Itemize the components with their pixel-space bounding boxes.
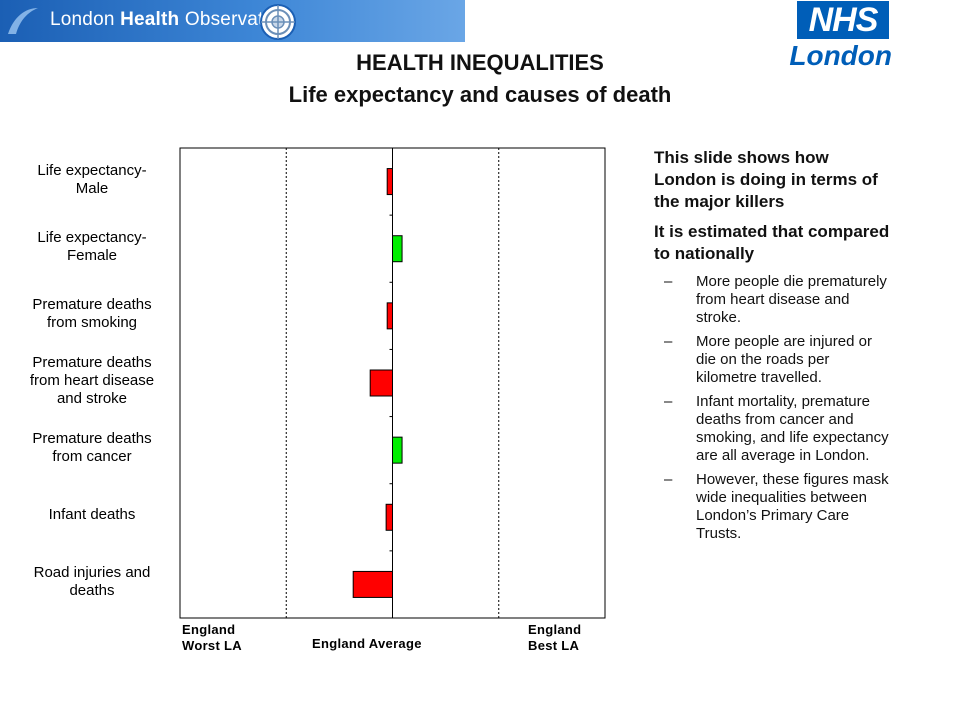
commentary-bullet: – More people die prematurely from heart … — [664, 273, 887, 326]
commentary-bullet: – More people are injured or die on the r… — [664, 333, 872, 386]
commentary-bullet-list: – More people die prematurely from heart … — [654, 273, 894, 543]
axis-label-average: England Average — [312, 636, 422, 651]
commentary-panel: This slide shows how London is doing in … — [654, 147, 894, 549]
category-label: Infant deaths — [48, 506, 136, 524]
observatory-banner: London Health Observatory — [0, 0, 465, 42]
category-label: Life expectancy- Female — [37, 228, 147, 264]
observatory-globe-icon — [260, 4, 296, 40]
commentary-lead-2: It is estimated that compared to nationa… — [654, 222, 890, 263]
category-label: Road injuries and deaths — [33, 564, 151, 600]
nhs-logo: NHS — [797, 1, 889, 39]
bar — [385, 503, 393, 531]
axis-label-best: England Best LA — [528, 622, 582, 653]
bar — [352, 570, 393, 598]
axis-label-worst: England Worst LA — [182, 622, 242, 653]
nhs-region-label: London — [789, 40, 892, 71]
category-label: Life expectancy- Male — [37, 161, 147, 197]
bar — [386, 168, 393, 196]
category-label: Premature deaths from heart disease and st… — [29, 354, 155, 407]
bar — [369, 369, 393, 397]
commentary-bullet: – However, these figures mask wide inequa… — [664, 471, 889, 542]
banner-title: London Health Observatory — [50, 9, 291, 30]
bar — [386, 302, 393, 330]
page-subtitle: Life expectancy and causes of death — [288, 82, 672, 107]
bar — [392, 235, 403, 263]
commentary-lead-1: This slide shows how London is doing in … — [654, 148, 878, 211]
swoosh-icon — [8, 8, 38, 34]
commentary-bullet: – Infant mortality, premature deaths from… — [664, 393, 889, 464]
page-title: HEALTH INEQUALITIES — [356, 50, 604, 75]
category-label: Premature deaths from cancer — [32, 430, 152, 466]
category-label: Premature deaths from smoking — [32, 295, 152, 331]
bar — [392, 436, 403, 464]
